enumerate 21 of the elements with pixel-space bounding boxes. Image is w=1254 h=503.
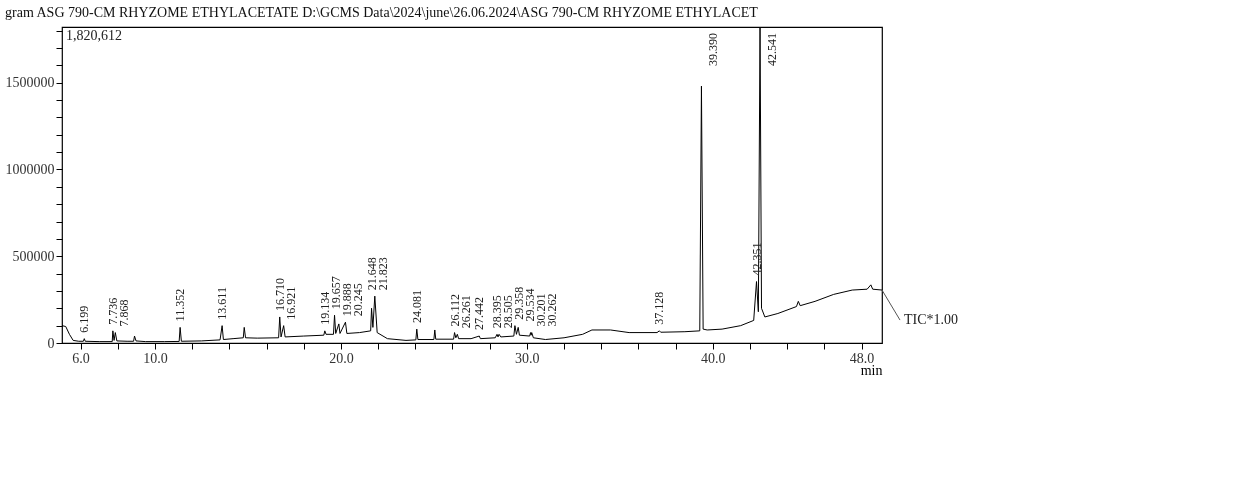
x-tick-label: 10.0 [143,350,168,366]
y-tick-label: 1000000 [5,161,55,177]
annotation: 24.081 [409,290,424,324]
annotation: 27.442 [472,297,487,331]
chart-title: gram ASG 790-CM RHYZOME ETHYLACETATE D:\GCMS Data\2024\june\26.06.2024\ASG 790-CM RHYZOME ETHYLACET [5,4,759,20]
x-tick-label: 40.0 [701,350,726,366]
x-tick-label: 20.0 [329,350,354,366]
annotation: 42.351 [749,242,764,276]
annotation: 37.128 [652,291,667,325]
x-tick-label: 30.0 [515,350,540,366]
annotation: 1,820,612 [66,28,122,43]
text: TIC*1.00 [904,312,959,328]
y-tick-label: 0 [47,335,55,351]
y-tick-label: 1500000 [5,75,55,91]
annotation: 13.611 [215,287,230,320]
y-tick-label: 500000 [12,248,55,264]
x-tick-label: 6.0 [72,350,90,366]
annotation: 39.390 [706,33,721,66]
annotation: 11.352 [173,288,188,322]
annotation: 42.541 [765,33,780,66]
annotation: 6.199 [77,305,92,333]
